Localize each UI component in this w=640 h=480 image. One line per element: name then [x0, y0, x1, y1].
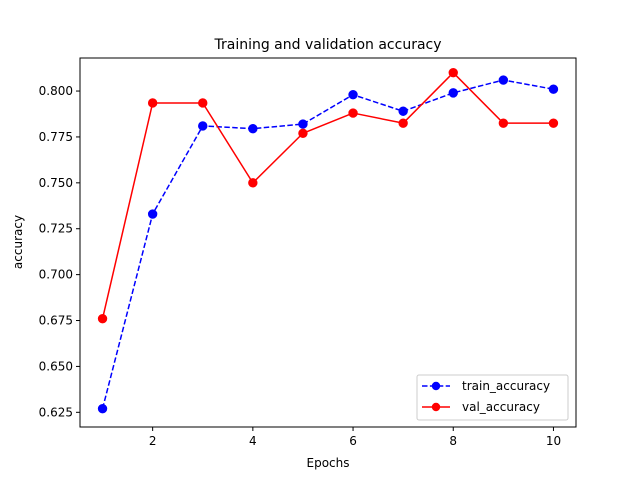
data-point-train_accuracy	[298, 119, 308, 129]
x-tick-label: 2	[149, 434, 157, 448]
series-layer	[97, 67, 559, 414]
data-point-train_accuracy	[498, 75, 509, 85]
legend-label-train_accuracy: train_accuracy	[462, 379, 550, 393]
data-point-train_accuracy	[198, 121, 208, 131]
ticks-layer: 2 4 6 8 10 0.625 0.650 0.675 0.700 0.725 0.750 0.77…	[39, 84, 561, 448]
legend-marker-train_accuracy	[431, 381, 441, 391]
y-tick-label: 0.625	[39, 405, 73, 419]
data-point-val_accuracy	[248, 178, 258, 188]
x-tick-label: 6	[349, 434, 357, 448]
y-tick-label: 0.750	[39, 176, 73, 190]
data-point-train_accuracy	[448, 88, 458, 98]
data-point-train_accuracy	[248, 123, 258, 134]
x-axis-label: Epochs	[307, 456, 350, 470]
y-tick-label: 0.775	[39, 130, 73, 144]
x-tick-label: 8	[449, 434, 457, 448]
legend-box	[416, 374, 569, 421]
legend-marker-val_accuracy	[431, 402, 441, 412]
data-point-val_accuracy	[147, 98, 158, 108]
data-point-val_accuracy	[298, 128, 308, 138]
data-point-train_accuracy	[348, 90, 358, 100]
series-line-train_accuracy	[101, 79, 554, 409]
x-tick-label: 10	[546, 434, 561, 448]
y-axis-label: accuracy	[11, 215, 25, 269]
chart-title: Training and validation accuracy	[213, 37, 441, 53]
data-point-train_accuracy	[398, 106, 408, 116]
data-point-train_accuracy	[548, 84, 559, 94]
data-point-val_accuracy	[198, 98, 208, 108]
data-point-val_accuracy	[498, 118, 509, 128]
y-tick-label: 0.675	[39, 314, 73, 328]
legend-label-val_accuracy: val_accuracy	[462, 400, 540, 414]
data-point-train_accuracy	[147, 209, 158, 219]
y-tick-label: 0.800	[39, 84, 73, 98]
data-point-val_accuracy	[97, 313, 108, 324]
data-point-val_accuracy	[398, 118, 408, 128]
data-point-val_accuracy	[548, 118, 559, 128]
data-point-val_accuracy	[348, 108, 358, 118]
legend: train_accuracy val_accuracy	[416, 374, 569, 421]
y-tick-label: 0.650	[39, 359, 73, 373]
axes-frame	[79, 57, 577, 428]
data-point-train_accuracy	[97, 403, 108, 414]
series-line-val_accuracy	[101, 71, 554, 319]
y-tick-label: 0.700	[39, 268, 73, 282]
data-point-val_accuracy	[448, 67, 458, 78]
x-tick-label: 4	[249, 434, 257, 448]
y-tick-label: 0.725	[39, 222, 73, 236]
